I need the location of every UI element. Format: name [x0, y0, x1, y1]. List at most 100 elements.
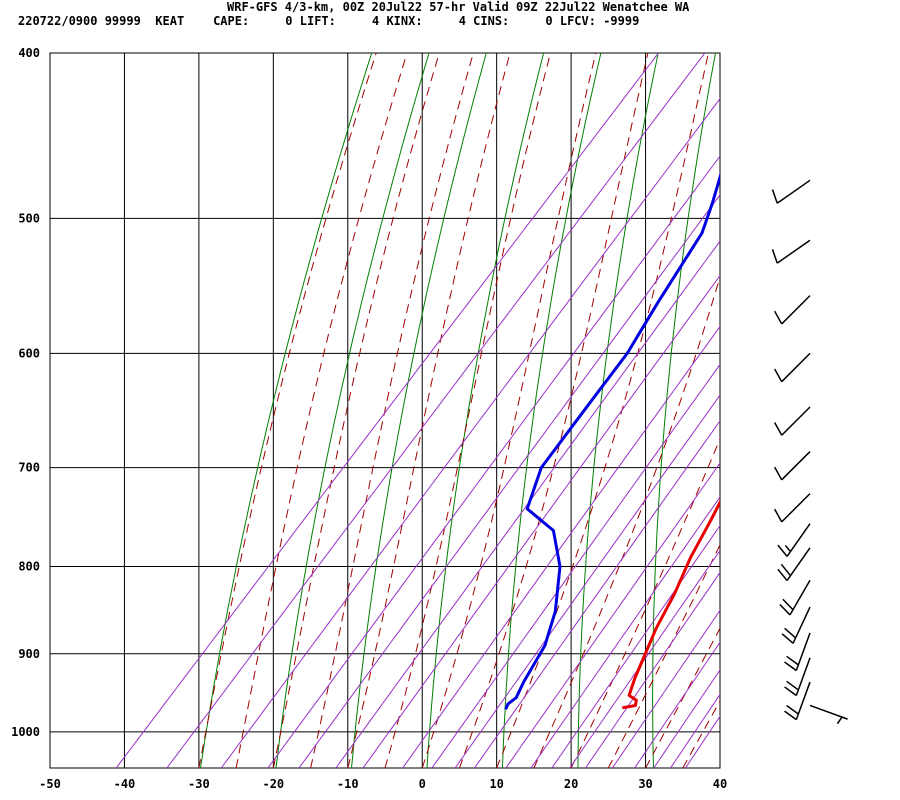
sounding-traces	[504, 171, 720, 710]
mixing-ratio-line	[634, 641, 720, 768]
wind-barb	[784, 681, 811, 721]
dry-adiabat-line	[426, 53, 545, 768]
wind-barb-flag	[779, 603, 791, 616]
dewpoint-trace	[504, 171, 720, 710]
moist-adiabat-line	[607, 543, 720, 768]
mixing-ratio-line	[569, 549, 720, 768]
pressure-tick-label: 900	[18, 647, 40, 661]
wind-barb-flag	[773, 422, 783, 436]
wind-barb-flag	[777, 544, 788, 557]
chart-subtitle: 220722/0900 99999 KEAT CAPE: 0 LIFT: 4 K…	[18, 14, 639, 28]
mixing-ratio-line	[670, 693, 720, 768]
wind-barb-flag	[784, 710, 797, 721]
temperature-tick-label: 30	[638, 777, 652, 791]
axis-labels: 400 500 600 700 800 900 1000 -50 -40 -30 -20 -10 0 10…	[11, 46, 727, 791]
moist-adiabat-line	[347, 53, 511, 768]
moist-adiabat-line	[719, 766, 720, 768]
wind-barb-column	[771, 179, 848, 725]
wind-barb-staff	[781, 493, 811, 523]
wind-barb	[771, 239, 811, 264]
dry-adiabat-line	[351, 53, 487, 768]
pressure-tick-label: 400	[18, 46, 40, 60]
mixing-ratio-line	[431, 363, 720, 768]
wind-barb-half-flag	[784, 544, 792, 552]
mixing-ratio-line	[402, 325, 720, 768]
mixing-ratio-line	[335, 240, 720, 768]
mixing-ratio-line	[551, 524, 720, 768]
pressure-tick-label: 1000	[11, 725, 40, 739]
dry-adiabat-line	[863, 53, 888, 768]
wind-barb-staff	[776, 239, 811, 264]
wind-barb-flag	[771, 249, 778, 264]
mixing-ratio-line	[611, 609, 720, 768]
wind-barb-staff	[781, 295, 811, 325]
wind-barb	[777, 523, 811, 557]
wind-barb-flag	[771, 189, 778, 204]
dry-adiabat-line	[577, 53, 659, 768]
moist-adiabat-line	[570, 437, 720, 768]
wind-barb-flag	[786, 704, 799, 715]
mixing-ratio-line	[267, 155, 720, 768]
wind-barb-staff	[781, 352, 811, 383]
wind-barb-flag	[784, 627, 797, 639]
moist-adiabat-line	[384, 53, 551, 768]
wind-barb-flag	[781, 633, 794, 644]
mixing-ratio-line	[585, 571, 720, 768]
pressure-tick-label: 500	[18, 211, 40, 225]
wind-barb-staff	[781, 406, 811, 436]
wind-barb-flag	[773, 466, 783, 481]
wind-barb	[773, 406, 811, 436]
wind-barb	[773, 295, 811, 325]
wind-barb-flag	[782, 598, 794, 611]
moist-adiabat-line	[198, 53, 377, 768]
wind-barb	[773, 493, 811, 523]
wind-barb	[784, 632, 811, 672]
wind-barb	[809, 704, 848, 725]
wind-barb-flag	[784, 661, 797, 672]
pressure-tick-label: 700	[18, 461, 40, 475]
wind-barb-flag	[773, 368, 783, 383]
wind-barb-staff	[776, 179, 811, 204]
mixing-ratio-line	[115, 53, 659, 768]
pressure-tick-label: 600	[18, 346, 40, 360]
temperature-tick-label: -20	[262, 777, 284, 791]
wind-barb-flag	[773, 508, 783, 523]
mixing-ratio-line	[298, 194, 720, 768]
chart-title: WRF-GFS 4/3-km, 00Z 20Jul22 57-hr Valid …	[227, 0, 690, 14]
moist-adiabat-line	[310, 53, 474, 768]
dry-adiabat-line	[652, 53, 716, 768]
dry-adiabat-line	[725, 53, 773, 768]
mixing-ratio-line	[505, 462, 720, 768]
moist-adiabat-line	[272, 53, 440, 768]
wind-barb	[784, 657, 811, 697]
mixing-ratio-line	[474, 420, 720, 768]
mixing-ratio-line	[454, 394, 720, 768]
wind-barb	[777, 547, 811, 582]
moist-adiabat-line	[496, 53, 709, 768]
wind-barb	[773, 451, 811, 481]
wind-barb	[781, 606, 811, 644]
dry-adiabat-line	[275, 53, 430, 768]
wind-barb	[779, 579, 811, 616]
wind-barb-flag	[786, 655, 799, 666]
wind-barb-half-flag	[836, 716, 843, 725]
temperature-tick-label: 0	[419, 777, 426, 791]
wind-barb-flag	[784, 686, 797, 697]
temperature-tick-label: -10	[337, 777, 359, 791]
dry-adiabat-line	[200, 53, 373, 768]
wind-barb	[771, 179, 811, 204]
wind-barb-flag	[780, 563, 792, 577]
mixing-ratio-line	[530, 496, 720, 768]
temperature-tick-label: -50	[39, 777, 61, 791]
moist-adiabat-line	[645, 627, 720, 768]
temperature-trace	[622, 499, 720, 710]
pressure-tick-label: 800	[18, 560, 40, 574]
wind-barb-flag	[777, 568, 788, 582]
moist-adiabat-line	[458, 53, 649, 768]
wind-barb-staff	[781, 451, 811, 481]
temperature-tick-label: -30	[188, 777, 210, 791]
moist-adiabat-line	[421, 53, 597, 768]
background-lines	[115, 53, 888, 768]
mixing-ratio-line	[220, 97, 720, 768]
